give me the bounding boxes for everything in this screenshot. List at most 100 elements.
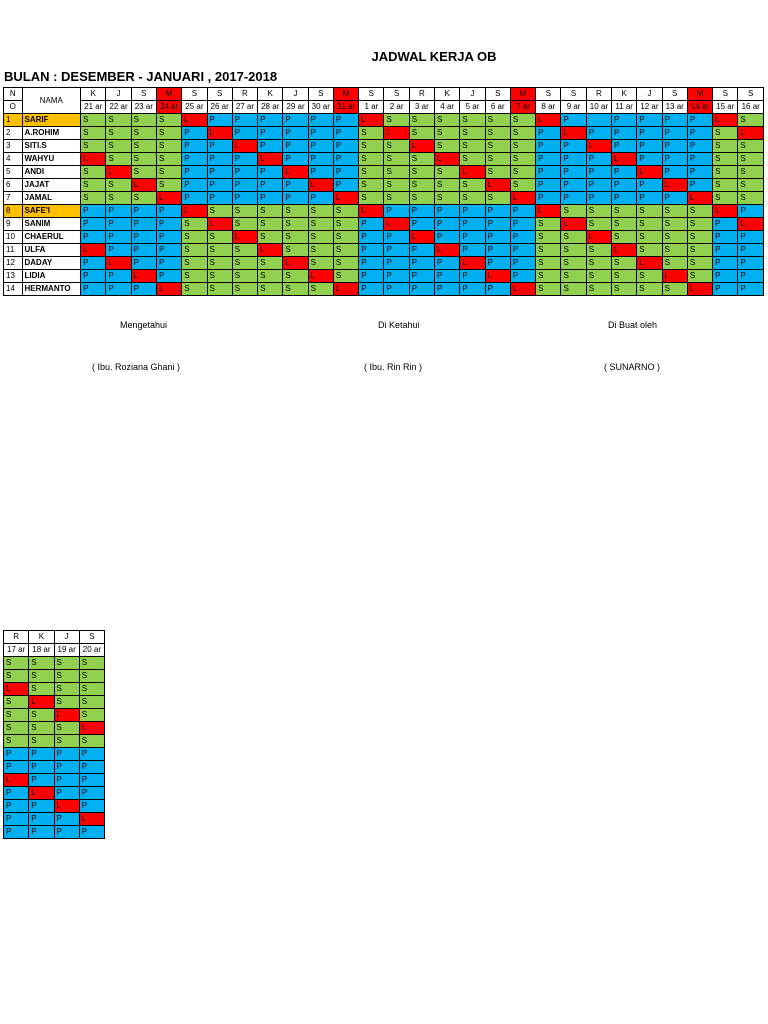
table-row: 5 ANDI S L S S P P P P L P P S S S S L S S P P P P L P P S S <box>3 165 764 179</box>
day-header: R <box>408 87 436 101</box>
shift-cell: P <box>408 282 436 296</box>
shift-cell: P <box>383 282 410 296</box>
shift-cell: P <box>2 747 30 761</box>
shift-cell: S <box>257 282 284 296</box>
date-header: 1 ar <box>358 100 385 114</box>
shift-cell: P <box>509 269 537 283</box>
shift-cell: P <box>358 282 385 296</box>
shift-cell: S <box>737 165 764 179</box>
shift-cell: S <box>307 243 334 257</box>
shift-cell: P <box>459 230 486 244</box>
shift-cell: S <box>282 204 309 218</box>
shift-cell <box>585 113 613 127</box>
shift-cell: P <box>358 230 385 244</box>
shift-cell: P <box>282 139 309 153</box>
shift-cell: S <box>206 256 233 270</box>
employee-name: DADAY <box>21 256 82 270</box>
shift-cell: P <box>434 217 461 231</box>
row-number: 11 <box>3 243 23 257</box>
table-row: 11 ULFA L P P P S S S L S S S P P P L P P P S S S L S S S P P <box>3 243 764 257</box>
shift-cell: S <box>257 230 284 244</box>
shift-cell: L <box>332 282 360 296</box>
shift-cell: S <box>78 669 106 683</box>
shift-cell: P <box>535 178 562 192</box>
shift-cell: P <box>636 178 663 192</box>
date-header: 9 ar <box>560 100 587 114</box>
shift-cell: P <box>661 152 688 166</box>
header-no-bottom: O <box>3 100 23 114</box>
shift-cell: P <box>332 126 360 140</box>
shift-cell: S <box>358 126 385 140</box>
shift-cell: S <box>509 139 537 153</box>
row-number: 3 <box>3 139 23 153</box>
shift-cell: P <box>535 191 562 205</box>
shift-cell: S <box>282 230 309 244</box>
shift-cell: P <box>307 139 334 153</box>
shift-cell: S <box>130 126 157 140</box>
employee-name: WAHYU <box>21 152 82 166</box>
shift-cell: P <box>257 139 284 153</box>
shift-cell: S <box>53 734 80 748</box>
shift-cell: P <box>484 217 511 231</box>
shift-cell: S <box>383 191 410 205</box>
shift-cell: S <box>332 256 360 270</box>
schedule-table-continued: R K J S 17 ar 18 ar 19 ar 20 ar S S S S S S S S L S S S S L S S… <box>2 630 106 839</box>
shift-cell: S <box>2 695 30 709</box>
shift-cell: L <box>408 230 436 244</box>
date-header: 19 ar <box>53 643 80 657</box>
day-header: K <box>434 87 461 101</box>
date-header: 7 ar <box>509 100 537 114</box>
shift-cell: P <box>737 256 764 270</box>
shift-cell: S <box>611 269 638 283</box>
shift-cell: L <box>53 708 80 722</box>
shift-cell: P <box>408 269 436 283</box>
shift-cell: P <box>231 113 259 127</box>
shift-cell: S <box>686 230 714 244</box>
shift-cell: L <box>257 243 284 257</box>
shift-cell: P <box>80 269 107 283</box>
shift-cell: P <box>155 217 183 231</box>
date-header: 22 ar <box>105 100 132 114</box>
shift-cell: S <box>686 217 714 231</box>
shift-cell: P <box>181 165 208 179</box>
shift-cell: P <box>636 126 663 140</box>
shift-cell: P <box>307 126 334 140</box>
date-header: 24 ar <box>155 100 183 114</box>
shift-cell: S <box>155 178 183 192</box>
table-row: 13 LIDIA P P L P S S S S S L S P P P P P L P S S S S S L S P P <box>3 269 764 283</box>
shift-cell: P <box>434 230 461 244</box>
shift-cell: P <box>434 204 461 218</box>
shift-cell: P <box>484 256 511 270</box>
day-header: S <box>737 87 764 101</box>
shift-cell: S <box>661 230 688 244</box>
shift-cell: P <box>155 243 183 257</box>
date-header: 21 ar <box>80 100 107 114</box>
shift-cell: L <box>130 178 157 192</box>
shift-cell: P <box>206 113 233 127</box>
shift-cell: S <box>28 708 55 722</box>
shift-cell: S <box>611 256 638 270</box>
shift-cell: L <box>712 204 739 218</box>
shift-cell: S <box>206 269 233 283</box>
row-number: 1 <box>3 113 23 127</box>
shift-cell: P <box>130 230 157 244</box>
shift-cell: S <box>585 282 613 296</box>
row-number: 10 <box>3 230 23 244</box>
date-header: 31 ar <box>332 100 360 114</box>
shift-cell: L <box>408 139 436 153</box>
shift-cell: P <box>484 204 511 218</box>
page-title: JADWAL KERJA OB <box>371 49 497 64</box>
shift-cell: P <box>78 825 106 839</box>
shift-cell: S <box>560 204 587 218</box>
shift-cell: P <box>459 217 486 231</box>
shift-cell: S <box>80 178 107 192</box>
shift-cell: L <box>636 256 663 270</box>
shift-cell: L <box>80 152 107 166</box>
shift-cell: P <box>181 152 208 166</box>
date-header: 8 ar <box>535 100 562 114</box>
shift-cell: S <box>712 126 739 140</box>
shift-cell: S <box>509 126 537 140</box>
shift-cell: P <box>28 773 55 787</box>
shift-cell: P <box>332 139 360 153</box>
